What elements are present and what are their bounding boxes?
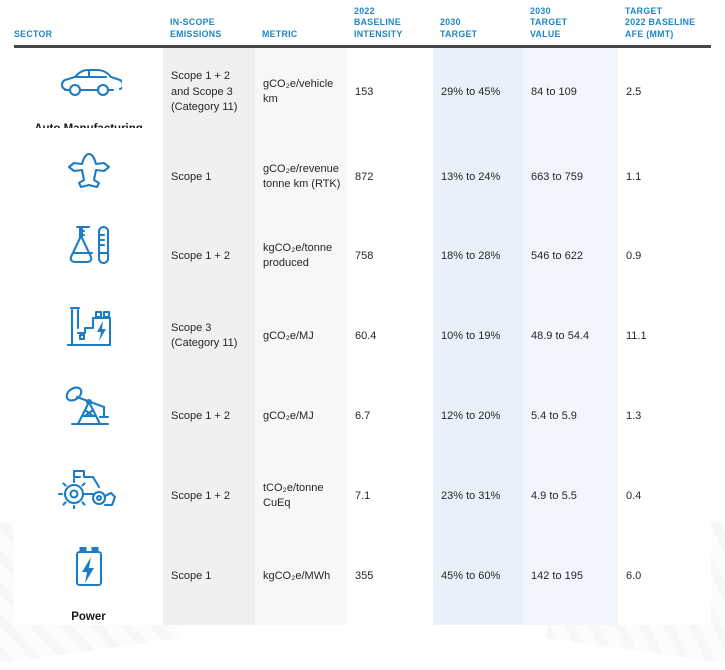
table-row: Energy—End Use Scope 3 (Category 11) gCO…: [14, 288, 711, 385]
column-header-inscope-emissions: IN-SCOPE EMISSIONS: [170, 17, 222, 39]
emissions-targets-table: SECTOR IN-SCOPE EMISSIONS METRIC 2022 BA…: [14, 0, 711, 625]
table-row: Mining Scope 1 + 2 tCO₂e/tonne CuEq 7.1 …: [14, 448, 711, 545]
column-header-target-afe: TARGET 2022 BASELINE AFE (MMT): [625, 5, 696, 39]
sector-cell: Auto Manufacturing: [14, 48, 163, 137]
target-value-cell: 84 to 109: [523, 48, 618, 137]
table-row: Aviation Scope 1 gCO₂e/revenue tonne km …: [14, 128, 711, 227]
inscope-cell: Scope 1: [163, 528, 255, 625]
inscope-cell: Scope 1 + 2 and Scope 3 (Category 11): [163, 48, 255, 137]
target-cell: 45% to 60%: [433, 528, 523, 625]
table-header-row: SECTOR IN-SCOPE EMISSIONS METRIC 2022 BA…: [14, 0, 711, 48]
column-header-sector: SECTOR: [14, 28, 53, 39]
flask-icon: [63, 208, 115, 285]
table-row: Chemicals Scope 1 + 2 kgCO₂e/tonne produ…: [14, 208, 711, 305]
table-row: Energy—Operational Scope 1 + 2 gCO₂e/MJ …: [14, 368, 711, 465]
battery-icon: [69, 528, 109, 605]
sector-label: Power: [71, 610, 106, 623]
table-row: Auto Manufacturing Scope 1 + 2 and Scope…: [14, 48, 711, 137]
car-icon: [56, 48, 122, 117]
column-header-baseline-intensity: 2022 BASELINE INTENSITY: [354, 5, 403, 39]
sector-cell: Power: [14, 528, 163, 625]
table-row: Power Scope 1 kgCO₂e/MWh 355 45% to 60% …: [14, 528, 711, 625]
target-cell: 29% to 45%: [433, 48, 523, 137]
column-header-2030-target: 2030 TARGET: [440, 17, 478, 39]
column-header-metric: METRIC: [262, 28, 298, 39]
baseline-cell: 355: [347, 528, 433, 625]
target-value-cell: 142 to 195: [523, 528, 618, 625]
afe-cell: 2.5: [618, 48, 711, 137]
metric-cell: gCO₂e/vehicle km: [255, 48, 347, 137]
loader-icon: [57, 448, 121, 525]
metric-cell: kgCO₂e/MWh: [255, 528, 347, 625]
afe-cell: 6.0: [618, 528, 711, 625]
factory-icon: [59, 288, 119, 365]
baseline-cell: 153: [347, 48, 433, 137]
column-header-2030-target-value: 2030 TARGET VALUE: [530, 5, 568, 39]
pumpjack-icon: [60, 368, 118, 445]
airplane-icon: [64, 128, 114, 207]
